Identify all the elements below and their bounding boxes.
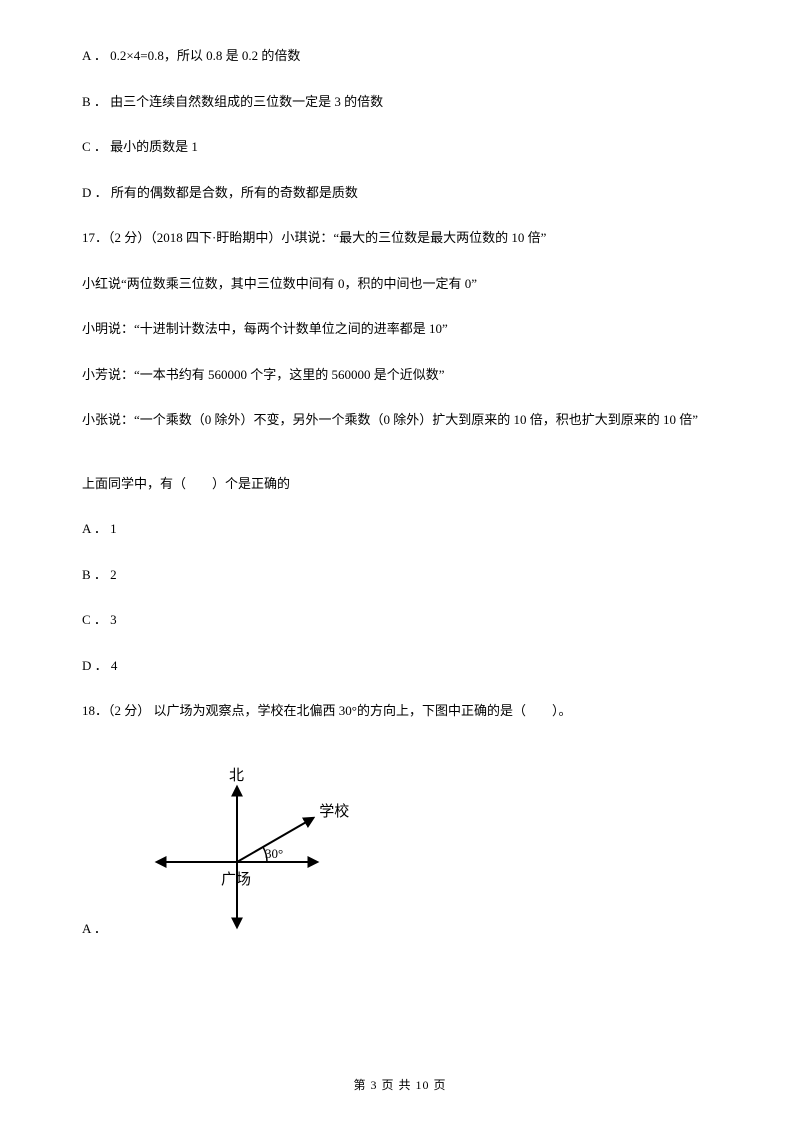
q17-prompt: 上面同学中，有（ ）个是正确的: [82, 474, 718, 494]
page-footer: 第 3 页 共 10 页: [0, 1076, 800, 1094]
q17-stem: 17．（2 分）（2018 四下·盱眙期中）小琪说：“最大的三位数是最大两位数的…: [82, 228, 718, 248]
q17-option-a: A ． 1: [82, 519, 718, 539]
q17-statement-4: 小芳说：“一本书约有 560000 个字，这里的 560000 是个近似数”: [82, 365, 718, 385]
option-d: D ． 所有的偶数都是合数，所有的奇数都是质数: [82, 183, 718, 203]
option-a: A ． 0.2×4=0.8，所以 0.8 是 0.2 的倍数: [82, 46, 718, 66]
svg-text:北: 北: [229, 767, 244, 784]
svg-text:学校: 学校: [319, 803, 349, 820]
q17-option-d: D ． 4: [82, 656, 718, 676]
q18-stem: 18．（2 分） 以广场为观察点，学校在北偏西 30°的方向上，下图中正确的是（…: [82, 701, 718, 721]
q17-statement-2: 小红说“两位数乘三位数，其中三位数中间有 0，积的中间也一定有 0”: [82, 274, 718, 294]
option-b: B ． 由三个连续自然数组成的三位数一定是 3 的倍数: [82, 92, 718, 112]
svg-text:广场: 广场: [221, 871, 251, 888]
q18-diagram: 北学校广场 30°: [137, 757, 367, 953]
svg-text:30°: 30°: [265, 846, 283, 861]
q17-option-c: C ． 3: [82, 610, 718, 630]
q17-statement-5: 小张说：“一个乘数（0 除外）不变，另外一个乘数（0 除外）扩大到原来的 10 …: [82, 410, 718, 430]
q18-option-a-label: A ．: [82, 919, 107, 939]
q17-option-b: B ． 2: [82, 565, 718, 585]
q17-statement-3: 小明说：“十进制计数法中，每两个计数单位之间的进率都是 10”: [82, 319, 718, 339]
option-c: C ． 最小的质数是 1: [82, 137, 718, 157]
